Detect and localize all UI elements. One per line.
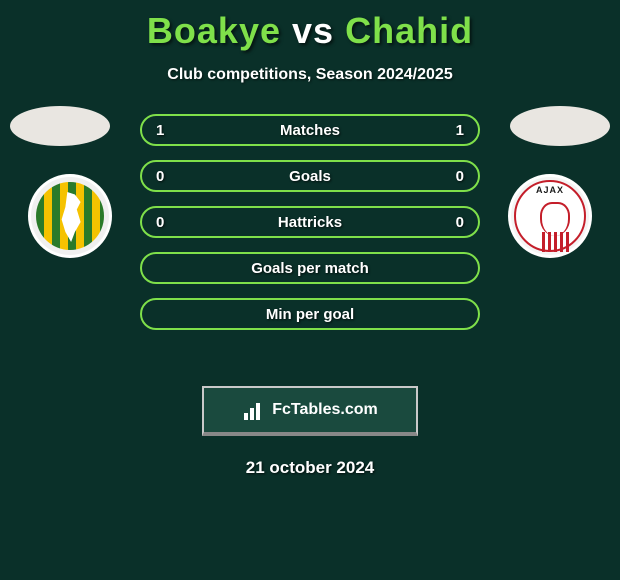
bar-chart-icon: [242, 400, 266, 420]
player1-photo-placeholder: [10, 106, 110, 146]
stat-right-value: 1: [456, 122, 464, 139]
player2-photo-placeholder: [510, 106, 610, 146]
brand-badge: FcTables.com: [202, 386, 418, 436]
stat-label: Matches: [280, 122, 340, 139]
stat-label: Hattricks: [278, 214, 342, 231]
stat-left-value: 0: [156, 214, 164, 231]
player2-name: Chahid: [345, 10, 473, 51]
stat-row-goals: 0 Goals 0: [140, 160, 480, 192]
player1-club-crest: [28, 174, 112, 258]
stat-right-value: 0: [456, 214, 464, 231]
player2-club-crest: AJAX: [508, 174, 592, 258]
stat-row-mpg: Min per goal: [140, 298, 480, 330]
brand-text: FcTables.com: [272, 401, 378, 419]
stat-row-hattricks: 0 Hattricks 0: [140, 206, 480, 238]
stat-left-value: 0: [156, 168, 164, 185]
stat-label: Goals: [289, 168, 331, 185]
stat-row-matches: 1 Matches 1: [140, 114, 480, 146]
ado-den-haag-icon: [36, 182, 104, 250]
stat-right-value: 0: [456, 168, 464, 185]
vs-label: vs: [292, 10, 334, 51]
ajax-icon: AJAX: [514, 180, 586, 252]
stat-left-value: 1: [156, 122, 164, 139]
player1-name: Boakye: [147, 10, 281, 51]
comparison-title: Boakye vs Chahid: [0, 0, 620, 52]
stat-label: Goals per match: [251, 260, 369, 277]
comparison-panel: AJAX 1 Matches 1 0 Goals 0 0 Hattricks 0…: [0, 114, 620, 374]
stat-rows: 1 Matches 1 0 Goals 0 0 Hattricks 0 Goal…: [140, 114, 480, 344]
stat-row-gpm: Goals per match: [140, 252, 480, 284]
stat-label: Min per goal: [266, 306, 354, 323]
subtitle: Club competitions, Season 2024/2025: [0, 66, 620, 84]
date-label: 21 october 2024: [0, 458, 620, 478]
